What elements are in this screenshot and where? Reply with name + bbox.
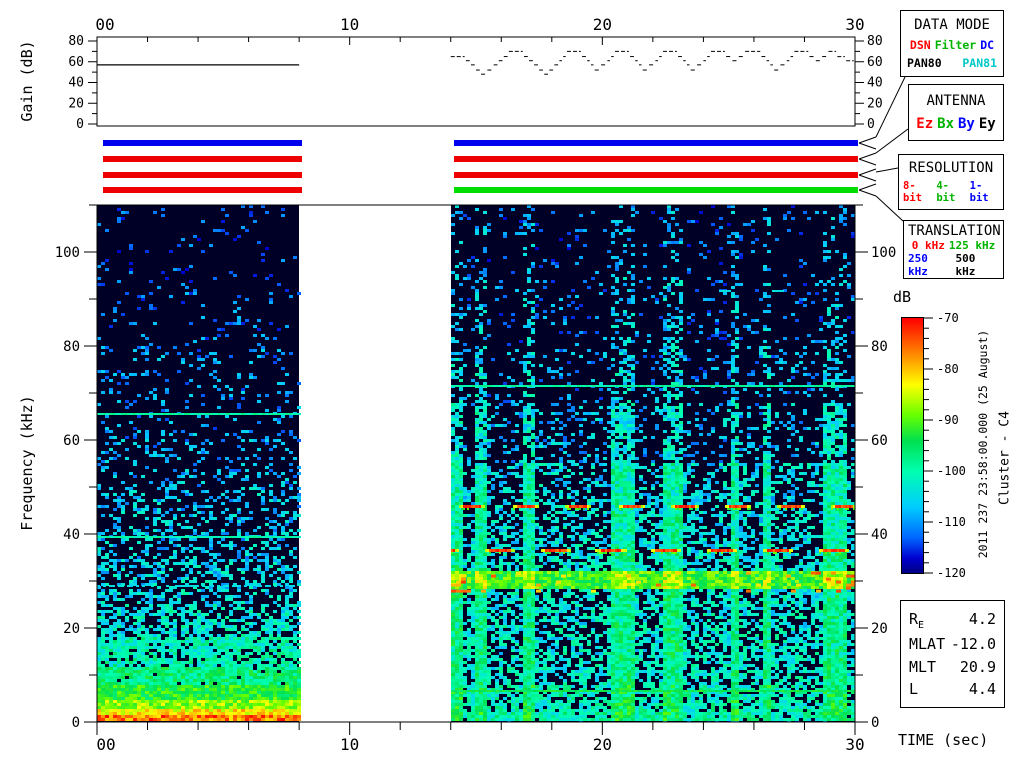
legend-item: Ey [978, 115, 996, 132]
legend-item: PAN81 [962, 55, 997, 70]
gain-plot-frame [96, 36, 856, 127]
gain-ytick-label: 40 [68, 76, 84, 91]
status-bar-segment-translation-bar [453, 187, 858, 193]
info-row-mlat: MLAT -12.0 [909, 635, 996, 653]
freq-ytick-label: 20 [63, 621, 80, 637]
colorbar-tick-label: -110 [937, 515, 966, 529]
spectrogram-canvas [97, 205, 855, 722]
colorbar-tick-label: -100 [937, 464, 966, 478]
freq-ytick-label: 40 [871, 527, 888, 543]
colorbar-gradient [902, 318, 923, 573]
colorbar-tick-label: -90 [937, 413, 959, 427]
freq-ytick-label: 0 [72, 715, 80, 731]
legend-row: DSN Filter DC [905, 38, 999, 52]
legend-row: 250 kHz 500 kHz [908, 252, 999, 278]
info-label: MLT [909, 657, 937, 676]
freq-ytick-label: 40 [63, 527, 80, 543]
frequency-axis-title: Frequency (kHz) [18, 395, 36, 531]
gain-ytick-label: 0 [76, 117, 84, 132]
legend-item: Filter [934, 37, 977, 52]
legend-title: DATA MODE [914, 17, 990, 34]
status-bar-segment-resolution-bar [102, 172, 303, 178]
info-value: 4.4 [968, 680, 996, 699]
time-tick-label: 20 [593, 735, 612, 754]
gain-ytick-label: 60 [68, 55, 84, 70]
time-tick-label: 00 [96, 735, 115, 754]
freq-ytick-label: 80 [871, 339, 888, 355]
status-bar-segment-translation-bar [102, 187, 303, 193]
legend-item: 4-bit [936, 179, 956, 204]
info-label: MLAT [909, 635, 946, 654]
legend-box-resolution: RESOLUTION 8-bit 4-bit 1-bit [898, 154, 1004, 210]
spacecraft-label: Cluster - C4 [997, 411, 1013, 505]
status-bar-segment-resolution-bar [453, 172, 858, 178]
gain-ytick-label: 60 [867, 55, 883, 70]
freq-ytick-label: 80 [63, 339, 80, 355]
legend-item: Ez [916, 115, 934, 132]
legend-item: 8-bit [903, 179, 922, 204]
legend-item: 0 kHz [911, 239, 945, 252]
gain-ytick-label: 20 [68, 96, 84, 111]
legend-row: PAN80 PAN81 [905, 56, 999, 70]
legend-title: TRANSLATION [908, 223, 1001, 239]
status-bar-segment-data-mode-bar [102, 140, 303, 146]
legend-title: ANTENNA [926, 93, 986, 110]
legend-item: PAN80 [907, 55, 942, 70]
gain-axis-title: Gain (dB) [18, 40, 36, 122]
gain-top-tick-label: 00 [95, 15, 114, 34]
gain-top-tick-label: 10 [340, 15, 359, 34]
info-label: RE [909, 609, 925, 631]
legend-item: 500 kHz [955, 252, 976, 278]
freq-ytick-label: 60 [871, 433, 888, 449]
status-bar-segment-antenna-bar [102, 156, 303, 162]
gain-ytick-label: 0 [867, 117, 875, 132]
info-value: 20.9 [959, 657, 996, 676]
legend-item: DC [980, 37, 995, 52]
legend-title: RESOLUTION [908, 160, 994, 177]
legend-item: By [958, 115, 975, 132]
gain-ytick-label: 20 [867, 96, 883, 111]
legend-item: 250 kHz [908, 252, 928, 278]
legend-item: 125 kHz [948, 239, 996, 252]
status-bar-segment-data-mode-bar [453, 140, 858, 146]
freq-ytick-label: 100 [55, 245, 80, 261]
legend-item: Bx [937, 115, 954, 132]
colorbar-tick-label: -70 [937, 311, 959, 325]
legend-item: DSN [909, 37, 931, 52]
info-row-l: L 4.4 [909, 680, 996, 698]
time-tick-label: 10 [340, 735, 359, 754]
colorbar-tick-label: -80 [937, 362, 959, 376]
gain-ytick-label: 40 [867, 76, 883, 91]
time-tick-label: 30 [845, 735, 864, 754]
legend-box-antenna: ANTENNA Ez Bx By Ey [908, 84, 1004, 141]
info-row-r: RE 4.2 [909, 610, 996, 631]
legend-row: Ez Bx By Ey [913, 116, 999, 132]
colorbar-unit-label: dB [893, 288, 912, 306]
gain-ytick-label: 80 [68, 34, 84, 49]
gain-top-tick-label: 20 [593, 15, 612, 34]
info-row-mlt: MLT 20.9 [909, 658, 996, 676]
info-value: 4.2 [968, 609, 996, 628]
time-axis-title: TIME (sec) [898, 731, 989, 749]
status-bar-segment-antenna-bar [453, 156, 858, 162]
gain-top-tick-label: 30 [845, 15, 864, 34]
timestamp-label: 2011 237 23:58:00.000 (25 August) [976, 329, 990, 559]
legend-row: 0 kHz 125 kHz [908, 239, 999, 252]
freq-ytick-label: 0 [871, 715, 879, 731]
legend-box-data-mode: DATA MODE DSN Filter DC PAN80 PAN81 [900, 10, 1004, 77]
colorbar-tick-label: -120 [937, 566, 966, 580]
orbit-info-box: RE 4.2 MLAT -12.0 MLT 20.9 L 4.4 [900, 600, 1005, 708]
gain-ytick-label: 80 [867, 34, 883, 49]
info-value: -12.0 [950, 635, 996, 654]
freq-ytick-label: 100 [871, 245, 896, 261]
freq-ytick-label: 60 [63, 433, 80, 449]
legend-row: 8-bit 4-bit 1-bit [903, 180, 999, 204]
info-label: L [909, 680, 919, 699]
legend-item: 1-bit [969, 179, 989, 204]
legend-box-translation: TRANSLATION 0 kHz 125 kHz 250 kHz 500 kHz [903, 220, 1004, 279]
freq-ytick-label: 20 [871, 621, 888, 637]
